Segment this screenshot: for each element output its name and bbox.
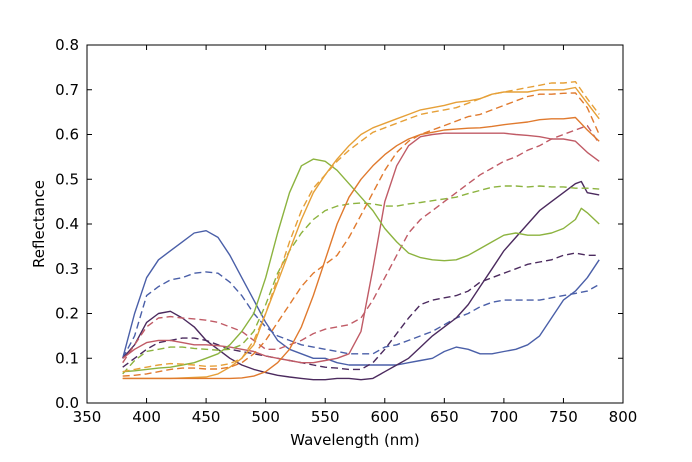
series-line-7 — [122, 158, 600, 373]
y-tick-label: 0.0 — [55, 394, 79, 412]
x-tick-label: 650 — [430, 408, 459, 426]
x-axis-label: Wavelength (nm) — [290, 431, 420, 449]
y-tick-label: 0.7 — [55, 81, 79, 99]
x-tick-label: 750 — [549, 408, 578, 426]
x-tick-label: 600 — [370, 408, 399, 426]
plot-frame — [86, 44, 624, 404]
y-tick-label: 0.5 — [55, 170, 79, 188]
x-tick-label: 500 — [251, 408, 280, 426]
series-line-11 — [122, 116, 600, 380]
x-tick-label: 400 — [132, 408, 161, 426]
series-line-9 — [122, 86, 600, 380]
x-tick-labels: 350 400 450 500 550 600 650 700 750 800 — [73, 408, 638, 426]
y-tick-label: 0.2 — [55, 305, 79, 323]
y-tick-label: 0.1 — [55, 349, 79, 367]
series-line-10 — [122, 80, 600, 373]
series-line-2 — [122, 271, 600, 359]
series-line-6 — [122, 124, 600, 364]
series-line-5 — [122, 132, 600, 364]
x-tick-label: 350 — [73, 408, 102, 426]
x-tick-label: 450 — [192, 408, 221, 426]
y-tick-labels: 0.0 0.1 0.2 0.3 0.4 0.5 0.6 0.7 0.8 — [55, 36, 79, 412]
series-line-8 — [122, 185, 600, 375]
series-line-4 — [122, 252, 600, 371]
x-tick-label: 700 — [490, 408, 519, 426]
x-tick-label: 800 — [609, 408, 638, 426]
series-layer — [122, 80, 600, 381]
series-line-1 — [122, 229, 600, 366]
y-tick-label: 0.6 — [55, 126, 79, 144]
series-line-3 — [122, 180, 600, 381]
y-tick-label: 0.8 — [55, 36, 79, 54]
series-line-12 — [122, 92, 600, 377]
ticks-layer — [86, 44, 624, 404]
y-tick-label: 0.4 — [55, 215, 79, 233]
y-axis-label: Reflectance — [30, 180, 48, 268]
y-tick-label: 0.3 — [55, 260, 79, 278]
plot-area — [86, 44, 624, 404]
x-tick-label: 550 — [311, 408, 340, 426]
